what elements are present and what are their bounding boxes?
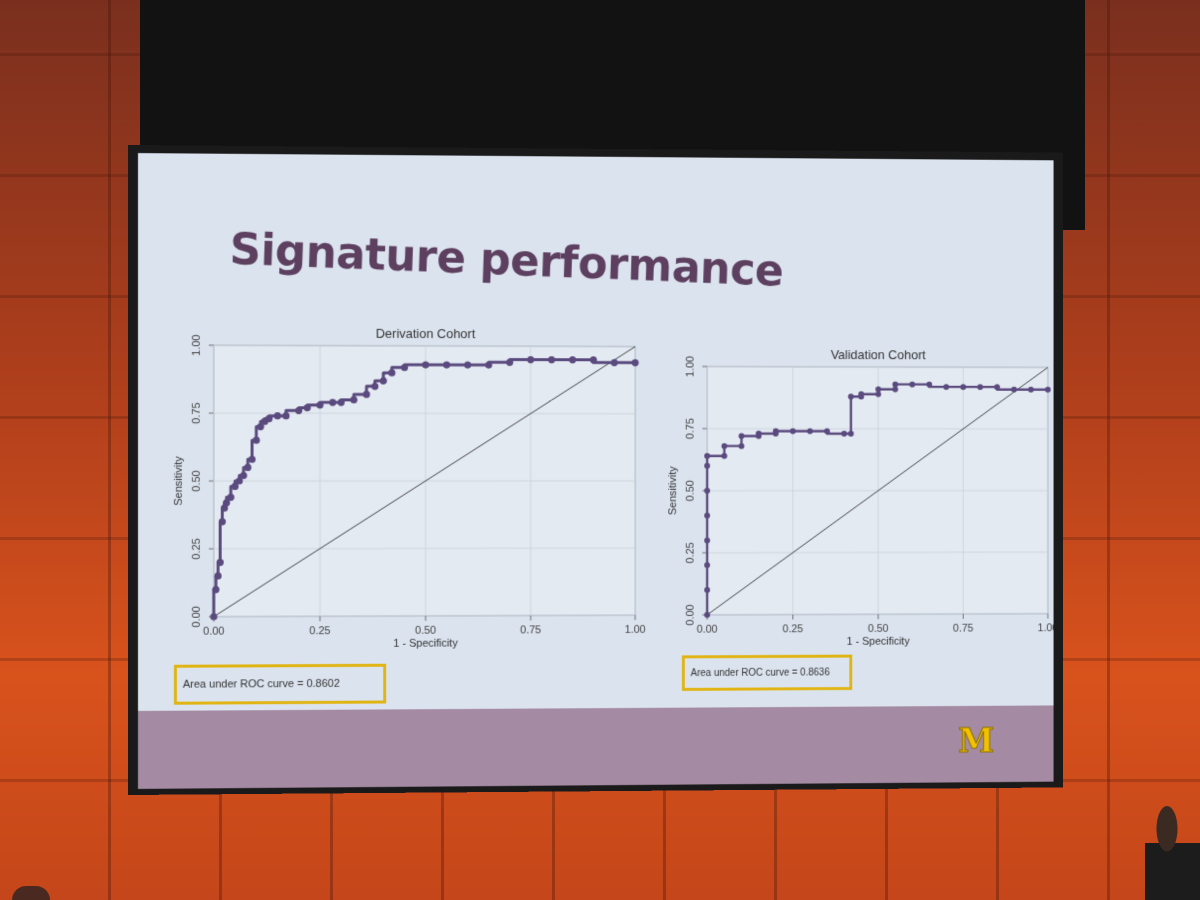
validation-roc-point-20	[848, 431, 854, 437]
validation-xlabel: 1 - Specificity	[847, 636, 910, 648]
validation-roc-point-10	[739, 443, 745, 449]
validation-ytick-label-4: 1.00	[685, 356, 697, 377]
validation-roc-point-18	[824, 428, 830, 434]
presenter-figure	[1145, 805, 1200, 900]
validation-xtick-label-1: 0.25	[783, 623, 804, 635]
auc-label-validation: Area under ROC curve = 0.8636	[691, 667, 830, 679]
validation-roc-point-11	[739, 433, 745, 439]
audience-head	[12, 886, 50, 900]
validation-roc-point-16	[790, 428, 796, 434]
auc-label-derivation: Area under ROC curve = 0.8602	[183, 678, 340, 691]
validation-roc-point-3	[704, 537, 710, 543]
validation-roc-point-21	[848, 394, 854, 400]
slide: Signature performance 0.00 0.25 0.50 0.75 1.…	[138, 153, 1054, 789]
validation-ytick-label-3: 0.75	[685, 418, 697, 439]
validation-roc-point-36	[1045, 387, 1051, 393]
validation-roc-point-17	[807, 428, 813, 434]
validation-roc-point-0	[704, 612, 710, 618]
validation-roc-point-27	[892, 381, 898, 387]
validation-roc-chart: 0.00 0.25 0.50 0.75 1.00 0.00 0.25 0.50 0.75 1.00…	[138, 153, 1054, 713]
validation-ylabel: Sensitivity	[667, 466, 679, 515]
validation-roc-point-30	[943, 384, 949, 390]
validation-roc-point-32	[977, 384, 983, 390]
validation-roc-point-5	[704, 488, 710, 494]
validation-xtick-label-4: 1.00	[1038, 622, 1054, 634]
validation-xtick-label-3: 0.75	[953, 623, 974, 635]
validation-roc-point-4	[704, 513, 710, 519]
validation-roc-point-29	[926, 381, 932, 387]
validation-ytick-label-1: 0.25	[685, 542, 697, 563]
slide-footer: M	[138, 705, 1054, 788]
projection-screen: Signature performance 0.00 0.25 0.50 0.75 1.…	[128, 145, 1063, 795]
validation-roc-point-35	[1028, 387, 1034, 393]
validation-roc-point-15	[773, 428, 779, 434]
validation-roc-point-8	[721, 453, 727, 459]
validation-roc-point-7	[704, 453, 710, 459]
validation-xtick-label-2: 0.50	[868, 623, 889, 635]
validation-roc-point-25	[875, 386, 881, 392]
validation-roc-point-23	[858, 391, 864, 397]
validation-ytick-label-2: 0.50	[685, 480, 697, 501]
validation-roc-point-2	[704, 562, 710, 568]
validation-roc-point-19	[841, 431, 847, 437]
validation-ytick-label-0: 0.00	[685, 604, 697, 625]
auc-box-validation: Area under ROC curve = 0.8636	[682, 655, 852, 691]
validation-roc-point-1	[704, 587, 710, 593]
validation-roc-point-31	[960, 384, 966, 390]
validation-roc-point-6	[704, 463, 710, 469]
validation-roc-point-13	[756, 431, 762, 437]
validation-xtick-label-0: 0.00	[697, 624, 718, 636]
validation-roc-point-33	[994, 384, 1000, 390]
auc-box-derivation: Area under ROC curve = 0.8602	[174, 664, 386, 705]
validation-roc-point-28	[909, 381, 915, 387]
university-logo: M	[958, 721, 994, 760]
validation-roc-point-34	[1011, 387, 1017, 393]
validation-title: Validation Cohort	[831, 347, 926, 362]
validation-roc-point-9	[721, 443, 727, 449]
